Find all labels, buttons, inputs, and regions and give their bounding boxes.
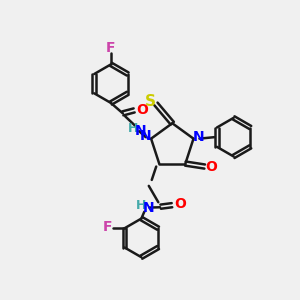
- Text: O: O: [205, 160, 217, 173]
- Text: H: H: [136, 199, 146, 212]
- Text: F: F: [106, 41, 116, 55]
- Text: N: N: [193, 130, 205, 144]
- Text: S: S: [145, 94, 156, 109]
- Text: N: N: [142, 201, 154, 214]
- Text: O: O: [136, 103, 148, 116]
- Text: H: H: [128, 122, 138, 135]
- Text: O: O: [174, 197, 186, 211]
- Text: F: F: [103, 220, 113, 234]
- Text: N: N: [134, 124, 146, 138]
- Text: N: N: [140, 129, 152, 143]
